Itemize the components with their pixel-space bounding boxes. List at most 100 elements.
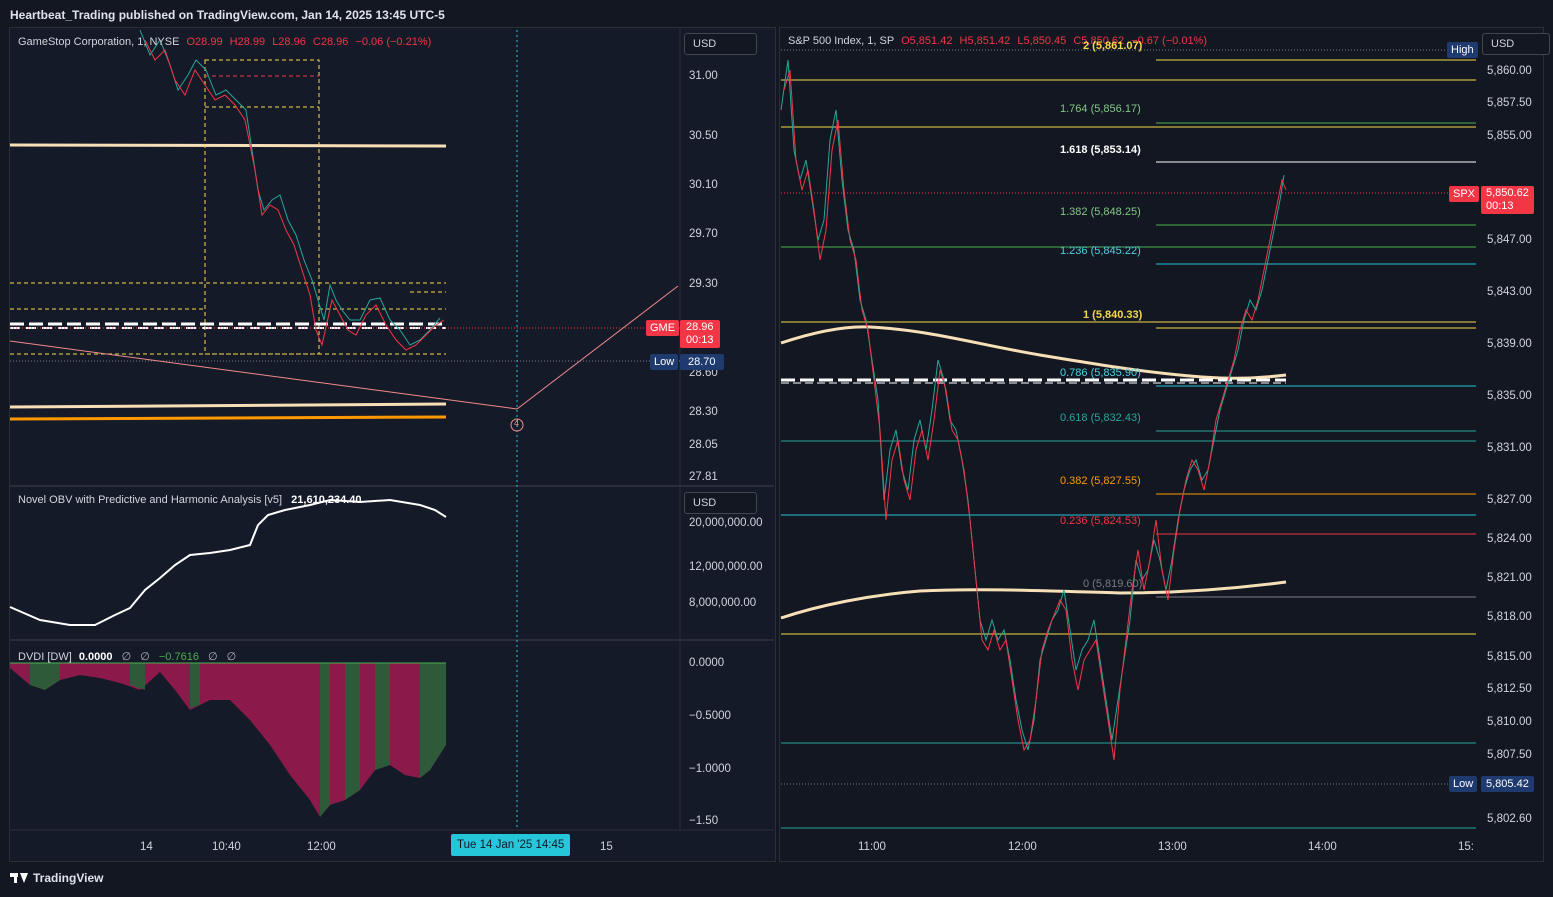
spx-price-tick: 5,807.50 (1487, 749, 1532, 761)
gme-price-tick: 28.05 (689, 439, 718, 451)
obv-value: 21,610,234.40 (291, 494, 362, 506)
gme-price-tick: 28.30 (689, 406, 718, 418)
spx-price-tick: 5,835.00 (1487, 390, 1532, 402)
dvdi-value-1: 0.0000 (78, 651, 113, 663)
spx-chart-panel[interactable] (779, 27, 1544, 862)
spx-legend: S&P 500 Index, 1, SP O5,851.42 H5,851.42… (788, 35, 1207, 47)
gme-last-price-tag: GME (646, 320, 680, 336)
spx-time-tick: 15: (1458, 841, 1474, 853)
dvdi-axis-tick: −0.5000 (689, 710, 731, 722)
gme-price-tick: 27.81 (689, 471, 718, 483)
fib-level-1382: 1.382 (5,848.25) (1060, 206, 1141, 218)
dvdi-title: DVDI [DW] (18, 651, 72, 663)
obv-currency-button[interactable]: USD (684, 492, 757, 514)
gme-tag-symbol: GME (650, 322, 676, 334)
obv-line (9, 498, 447, 626)
publish-header: Heartbeat_Trading published on TradingVi… (10, 8, 445, 22)
dvdi-na-4: ∅ (226, 651, 237, 663)
spx-tag-price: 5,850.62 (1486, 187, 1529, 199)
spx-price-tick: 5,839.00 (1487, 338, 1532, 350)
obv-title: Novel OBV with Predictive and Harmonic A… (18, 494, 283, 506)
spx-low: L5,850.45 (1017, 35, 1067, 47)
spx-price-tick: 5,824.00 (1487, 533, 1532, 545)
fib-level-0236: 0.236 (5,824.53) (1060, 515, 1141, 527)
obv-axis-tick: 12,000,000.00 (689, 561, 763, 573)
gme-price-tick: 30.50 (689, 130, 718, 142)
tradingview-footer[interactable]: TradingView (10, 871, 103, 885)
obv-legend: Novel OBV with Predictive and Harmonic A… (18, 494, 362, 506)
spx-drawings (780, 49, 1476, 829)
spx-change: −0.67 (−0.01%) (1131, 35, 1208, 47)
dvdi-na-3: ∅ (208, 651, 218, 663)
gme-symbol-name: GameStop Corporation, 1, NYSE (18, 36, 180, 48)
gme-price-tick: 29.70 (689, 228, 718, 240)
gme-time-tick: 14 (140, 841, 153, 853)
fib-level-2: 2 (5,861.07) (1083, 40, 1143, 52)
spx-price-tick: 5,815.00 (1487, 651, 1532, 663)
spx-price-tick: 5,847.00 (1487, 234, 1532, 246)
spx-open: O5,851.42 (901, 35, 953, 47)
crosshair-time-label: Tue 14 Jan '25 14:45 (451, 834, 571, 856)
spx-price-tick: 5,812.50 (1487, 683, 1532, 695)
dvdi-axis-tick: 0.0000 (689, 657, 725, 669)
gme-price-tick: 31.00 (689, 70, 718, 82)
gme-price-tick: 28.60 (689, 367, 718, 379)
dvdi-axis-tick: −1.0000 (689, 763, 731, 775)
gme-tag-countdown: 00:13 (686, 334, 714, 346)
gme-legend: GameStop Corporation, 1, NYSE O28.99 H28… (18, 36, 431, 48)
dvdi-value-2: −0.7616 (158, 651, 199, 663)
spx-time-tick: 11:00 (858, 841, 886, 853)
dvdi-na-2: ∅ (140, 651, 150, 663)
tradingview-brand: TradingView (33, 871, 104, 885)
spx-price-tick: 5,827.00 (1487, 494, 1532, 506)
fib-level-0: 0 (5,819.60) (1083, 578, 1143, 590)
gme-low-label: Low (650, 354, 679, 370)
spx-high-label: High (1447, 42, 1478, 58)
gme-currency-button[interactable]: USD (684, 33, 757, 55)
spx-time-tick: 12:00 (1008, 841, 1037, 853)
fib-level-1618: 1.618 (5,853.14) (1060, 144, 1141, 156)
tradingview-logo-icon (10, 873, 28, 883)
spx-tag-countdown: 00:13 (1486, 200, 1514, 212)
gme-time-tick: 15 (600, 841, 613, 853)
spx-price-tick: 5,831.00 (1487, 442, 1532, 454)
spx-low-price: 5,805.42 (1481, 776, 1534, 792)
gme-low: L28.96 (272, 36, 306, 48)
spx-price-tick: 5,843.00 (1487, 286, 1532, 298)
gme-tag-price: 28.96 (686, 321, 714, 333)
spx-price-tick: 5,810.00 (1487, 716, 1532, 728)
gme-last-price-value: 28.96 00:13 (680, 320, 720, 348)
spx-symbol-name: S&P 500 Index, 1, SP (788, 35, 895, 47)
fib-level-1: 1 (5,840.33) (1083, 309, 1143, 321)
dvdi-histogram (10, 662, 446, 817)
gme-open: O28.99 (186, 36, 223, 48)
obv-axis-tick: 20,000,000.00 (689, 517, 763, 529)
spx-price-tick: 5,860.00 (1487, 65, 1532, 77)
dvdi-legend: DVDI [DW] 0.0000 ∅ ∅ −0.7616 ∅ ∅ (18, 650, 236, 663)
spx-price-tick: 5,857.50 (1487, 97, 1532, 109)
spx-time-tick: 14:00 (1308, 841, 1337, 853)
spx-time-tick: 13:00 (1158, 841, 1187, 853)
spx-price-tick: 5,818.00 (1487, 611, 1532, 623)
gme-high: H28.99 (229, 36, 266, 48)
gme-price-tick: 30.10 (689, 179, 718, 191)
spx-close: C5,850.62 (1073, 35, 1125, 47)
gme-time-tick: 12:00 (307, 841, 336, 853)
spx-currency-button[interactable]: USD (1482, 33, 1550, 55)
gme-price-tick: 29.30 (689, 278, 718, 290)
gme-change: −0.06 (−0.21%) (355, 36, 432, 48)
spx-last-price-value: 5,850.62 00:13 (1481, 186, 1534, 214)
dvdi-axis-tick: −1.50 (689, 815, 719, 827)
fib-level-1764: 1.764 (5,856.17) (1060, 103, 1141, 115)
spx-price-tick: 5,802.60 (1487, 813, 1532, 825)
gme-time-tick: 10:40 (212, 841, 241, 853)
spx-price-tick: 5,821.00 (1487, 572, 1532, 584)
spx-last-symbol: SPX (1449, 186, 1480, 202)
fib-level-0382: 0.382 (5,827.55) (1060, 475, 1141, 487)
obv-axis-tick: 8,000,000.00 (689, 597, 757, 609)
dvdi-na-1: ∅ (121, 651, 132, 663)
gme-close: C28.96 (312, 36, 349, 48)
fib-level-0786: 0.786 (5,835.90) (1060, 367, 1141, 379)
